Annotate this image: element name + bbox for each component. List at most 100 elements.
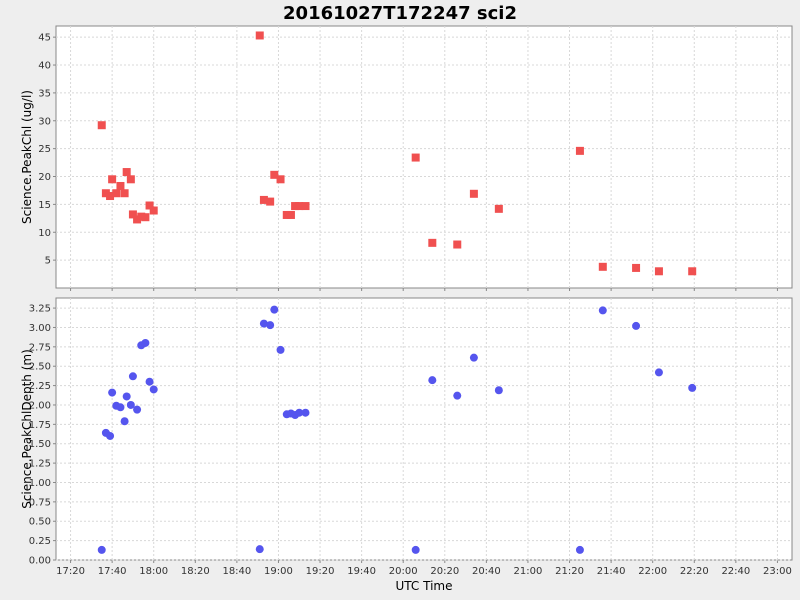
data-point xyxy=(266,321,275,330)
data-point xyxy=(116,403,125,412)
y-tick-label: 0.25 xyxy=(29,536,51,547)
data-point xyxy=(106,192,115,201)
data-point xyxy=(598,306,607,315)
data-point xyxy=(494,204,503,213)
x-axis: 17:20 17:40 18:00 18:20 18:40 19:00 19:20 19:40… xyxy=(56,566,792,577)
x-axis-label: UTC Time xyxy=(396,579,453,593)
x-tick-label: 18:20 xyxy=(181,566,210,577)
x-tick-label: 19:40 xyxy=(347,566,376,577)
data-point xyxy=(126,400,135,409)
data-point xyxy=(295,408,304,417)
y-tick-label: 0.75 xyxy=(29,497,51,508)
data-point xyxy=(598,262,607,271)
data-point xyxy=(137,212,146,221)
y-tick-label: 1.50 xyxy=(29,439,51,450)
data-point xyxy=(128,210,137,219)
data-point xyxy=(301,408,310,417)
data-point xyxy=(145,377,154,386)
plot-panel-peakchldepth: 0.00 0.25 0.50 0.75 1.00 1.25 1.50 1.75 2.00 2.25… xyxy=(20,297,793,567)
data-point xyxy=(259,319,268,328)
y-tick-label: 2.75 xyxy=(29,342,51,353)
data-point xyxy=(291,202,300,211)
data-point xyxy=(101,189,110,198)
x-tick-label: 21:20 xyxy=(555,566,584,577)
y-tick-label: 3.25 xyxy=(29,304,51,315)
data-point xyxy=(654,267,663,276)
y-tick-label: 3.00 xyxy=(29,323,51,334)
data-point xyxy=(270,170,279,179)
data-point xyxy=(494,386,503,395)
x-tick-label: 21:00 xyxy=(514,566,543,577)
x-tick-label: 17:20 xyxy=(56,566,85,577)
x-tick-label: 22:00 xyxy=(638,566,667,577)
y-tick-label: 1.00 xyxy=(29,478,51,489)
plot-panel-peakchl: 5 10 15 20 25 30 35 40 45 Science.PeakChl (ug/l) xyxy=(20,25,793,291)
x-tick-label: 20:00 xyxy=(389,566,418,577)
data-point xyxy=(255,31,264,40)
y-tick-label: 2.00 xyxy=(29,400,51,411)
y-tick-label: 2.50 xyxy=(29,362,51,373)
x-tick-label: 20:40 xyxy=(472,566,501,577)
data-point xyxy=(469,189,478,198)
data-point xyxy=(575,146,584,155)
data-point xyxy=(120,417,129,426)
data-point xyxy=(122,168,131,177)
data-point xyxy=(141,213,150,222)
y-tick-label: 1.75 xyxy=(29,420,51,431)
data-point xyxy=(128,372,137,381)
x-tick-label: 21:40 xyxy=(597,566,626,577)
data-point xyxy=(428,376,437,385)
data-point xyxy=(108,175,117,184)
data-point xyxy=(149,385,158,394)
y-tick-label: 2.25 xyxy=(29,381,51,392)
y-tick-label: 35 xyxy=(38,88,51,99)
y-tick-label: 15 xyxy=(38,200,51,211)
data-point xyxy=(301,202,310,211)
data-point xyxy=(112,189,121,198)
y-tick-label: 45 xyxy=(38,33,51,44)
data-point xyxy=(469,353,478,362)
x-tick-label: 22:40 xyxy=(721,566,750,577)
data-point xyxy=(133,215,142,224)
plot-background xyxy=(55,25,793,289)
data-point xyxy=(270,305,279,314)
data-point xyxy=(108,388,117,397)
data-point xyxy=(97,545,106,554)
data-point xyxy=(286,210,295,219)
data-point xyxy=(141,338,150,347)
data-point xyxy=(133,405,142,414)
data-point xyxy=(259,195,268,204)
chart-title: 20161027T172247 sci2 xyxy=(283,3,517,24)
data-point xyxy=(453,240,462,249)
y-tick-label: 1.25 xyxy=(29,459,51,470)
data-point xyxy=(632,321,641,330)
data-point xyxy=(126,175,135,184)
y-tick-label: 20 xyxy=(38,172,51,183)
y-tick-label: 25 xyxy=(38,144,51,155)
data-point xyxy=(654,368,663,377)
data-point xyxy=(120,189,129,198)
data-point xyxy=(255,545,264,554)
data-point xyxy=(276,175,285,184)
data-point xyxy=(575,545,584,554)
data-point xyxy=(295,202,304,211)
y-tick-label: 5 xyxy=(45,256,51,267)
x-tick-label: 18:00 xyxy=(139,566,168,577)
x-tick-label: 19:00 xyxy=(264,566,293,577)
y-tick-label: 0.00 xyxy=(29,556,51,567)
data-point xyxy=(411,545,420,554)
data-point xyxy=(106,431,115,440)
plot-background xyxy=(55,297,793,561)
data-point xyxy=(116,181,125,190)
x-tick-label: 23:00 xyxy=(763,566,792,577)
data-point xyxy=(122,392,131,401)
data-point xyxy=(453,391,462,400)
y-axis-label-peakchl: Science.PeakChl (ug/l) xyxy=(20,90,34,224)
data-point xyxy=(149,206,158,215)
x-tick-label: 17:40 xyxy=(98,566,127,577)
data-point xyxy=(282,210,291,219)
data-point xyxy=(411,153,420,162)
data-point xyxy=(688,267,697,276)
data-point xyxy=(688,383,697,392)
